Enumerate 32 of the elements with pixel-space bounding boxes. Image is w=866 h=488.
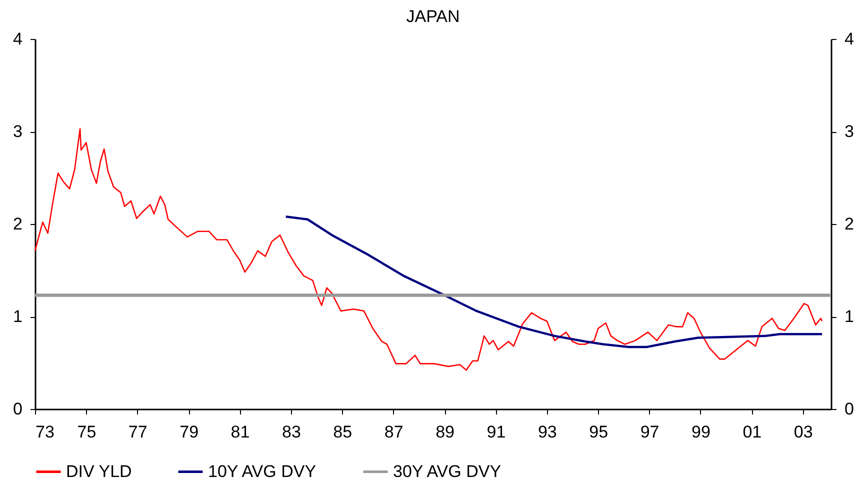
line-series <box>284 215 824 348</box>
x-tick-label: 93 <box>538 422 557 442</box>
y-tick-label: 1 <box>13 307 22 326</box>
x-tick-label: 95 <box>589 422 608 442</box>
x-tick-label: 01 <box>742 422 762 442</box>
legend-label: DIV YLD <box>66 462 132 481</box>
y-tick-label: 0 <box>13 400 22 418</box>
x-tick-label: 73 <box>36 422 54 442</box>
x-tick-label: 83 <box>282 422 301 442</box>
x-tick-label: 91 <box>486 422 506 442</box>
x-tick-label: 85 <box>333 422 352 442</box>
x-tick-label: 81 <box>230 422 250 442</box>
y2-tick-label: 0 <box>844 400 854 418</box>
legend-label: 30Y AVG DVY <box>393 462 502 481</box>
x-tick-label: 97 <box>640 422 660 442</box>
y-tick-label: 2 <box>13 214 22 234</box>
y-tick-label: 4 <box>13 30 22 48</box>
x-tick-label: 99 <box>692 422 710 442</box>
line-series <box>34 128 823 371</box>
y2-tick-label: 1 <box>844 307 854 326</box>
x-tick-label: 77 <box>128 422 148 442</box>
x-tick-label: 87 <box>384 422 404 442</box>
x-tick-label: 03 <box>794 422 813 442</box>
chart-title: JAPAN <box>406 7 460 26</box>
y2-tick-label: 2 <box>844 214 854 234</box>
x-tick-label: 75 <box>77 422 96 442</box>
y2-tick-label: 4 <box>844 30 854 48</box>
x-tick-label: 89 <box>436 422 454 442</box>
x-tick-label: 79 <box>180 422 199 442</box>
y-tick-label: 3 <box>13 122 22 141</box>
legend-label: 10Y AVG DVY <box>208 462 316 481</box>
y2-tick-label: 3 <box>844 122 854 141</box>
